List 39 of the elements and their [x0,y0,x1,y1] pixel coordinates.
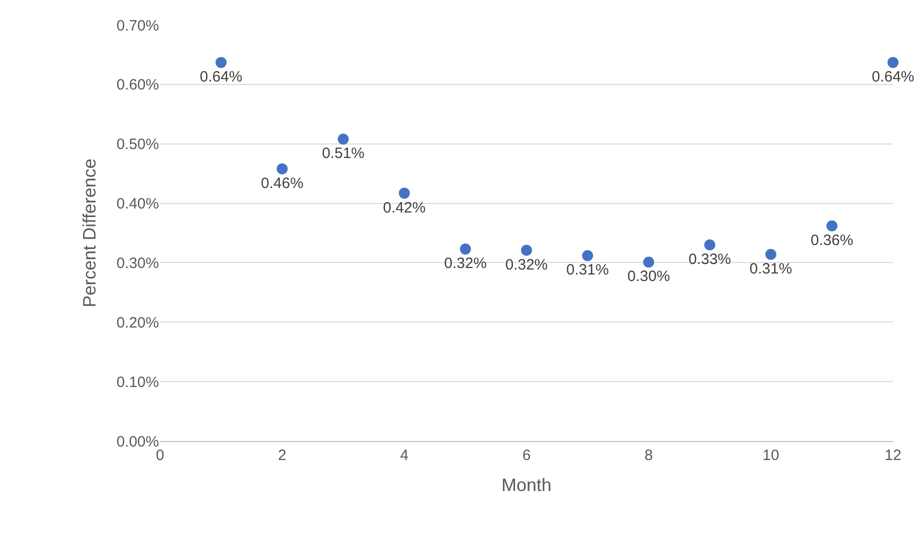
data-label: 0.33% [688,251,732,268]
point [216,56,227,68]
point [521,244,532,256]
point [398,188,410,199]
point [826,220,838,232]
point [582,250,594,262]
point [888,56,898,68]
y-tick-label: 0.50% [116,136,159,154]
y-tick-label: 0.70% [116,17,159,34]
x-tick-label: 12 [884,447,902,464]
point [704,239,716,250]
x-tick-label: 2 [278,447,286,464]
data-label: 0.32% [505,256,548,274]
data-label: 0.31% [750,260,792,278]
data-label: 0.64% [872,68,914,86]
x-tick-label: 6 [522,447,531,464]
point [338,134,349,145]
point [765,248,776,260]
x-tick-label: 8 [644,447,653,464]
y-tick-label: 0.30% [116,254,159,272]
data-label: 0.32% [444,255,487,272]
x-axis-title: Month [501,475,552,496]
data-label: 0.46% [260,174,304,192]
y-tick-label: 0.20% [116,314,159,332]
data-label: 0.30% [627,268,670,286]
x-tick-label: 10 [762,447,780,464]
data-label: 0.36% [810,232,854,249]
y-tick-label: 0.40% [116,196,159,213]
y-axis-title: Percent Difference [80,158,100,308]
data-label: 0.31% [566,262,609,279]
point [460,244,471,255]
x-tick-label: 4 [400,447,408,464]
point [643,256,654,268]
point [276,163,288,174]
data-label: 0.42% [383,199,426,216]
y-tick-label: 0.60% [116,76,159,94]
y-tick-label: 0.10% [116,374,159,391]
data-label: 0.51% [322,145,365,162]
data-label: 0.64% [200,68,242,86]
